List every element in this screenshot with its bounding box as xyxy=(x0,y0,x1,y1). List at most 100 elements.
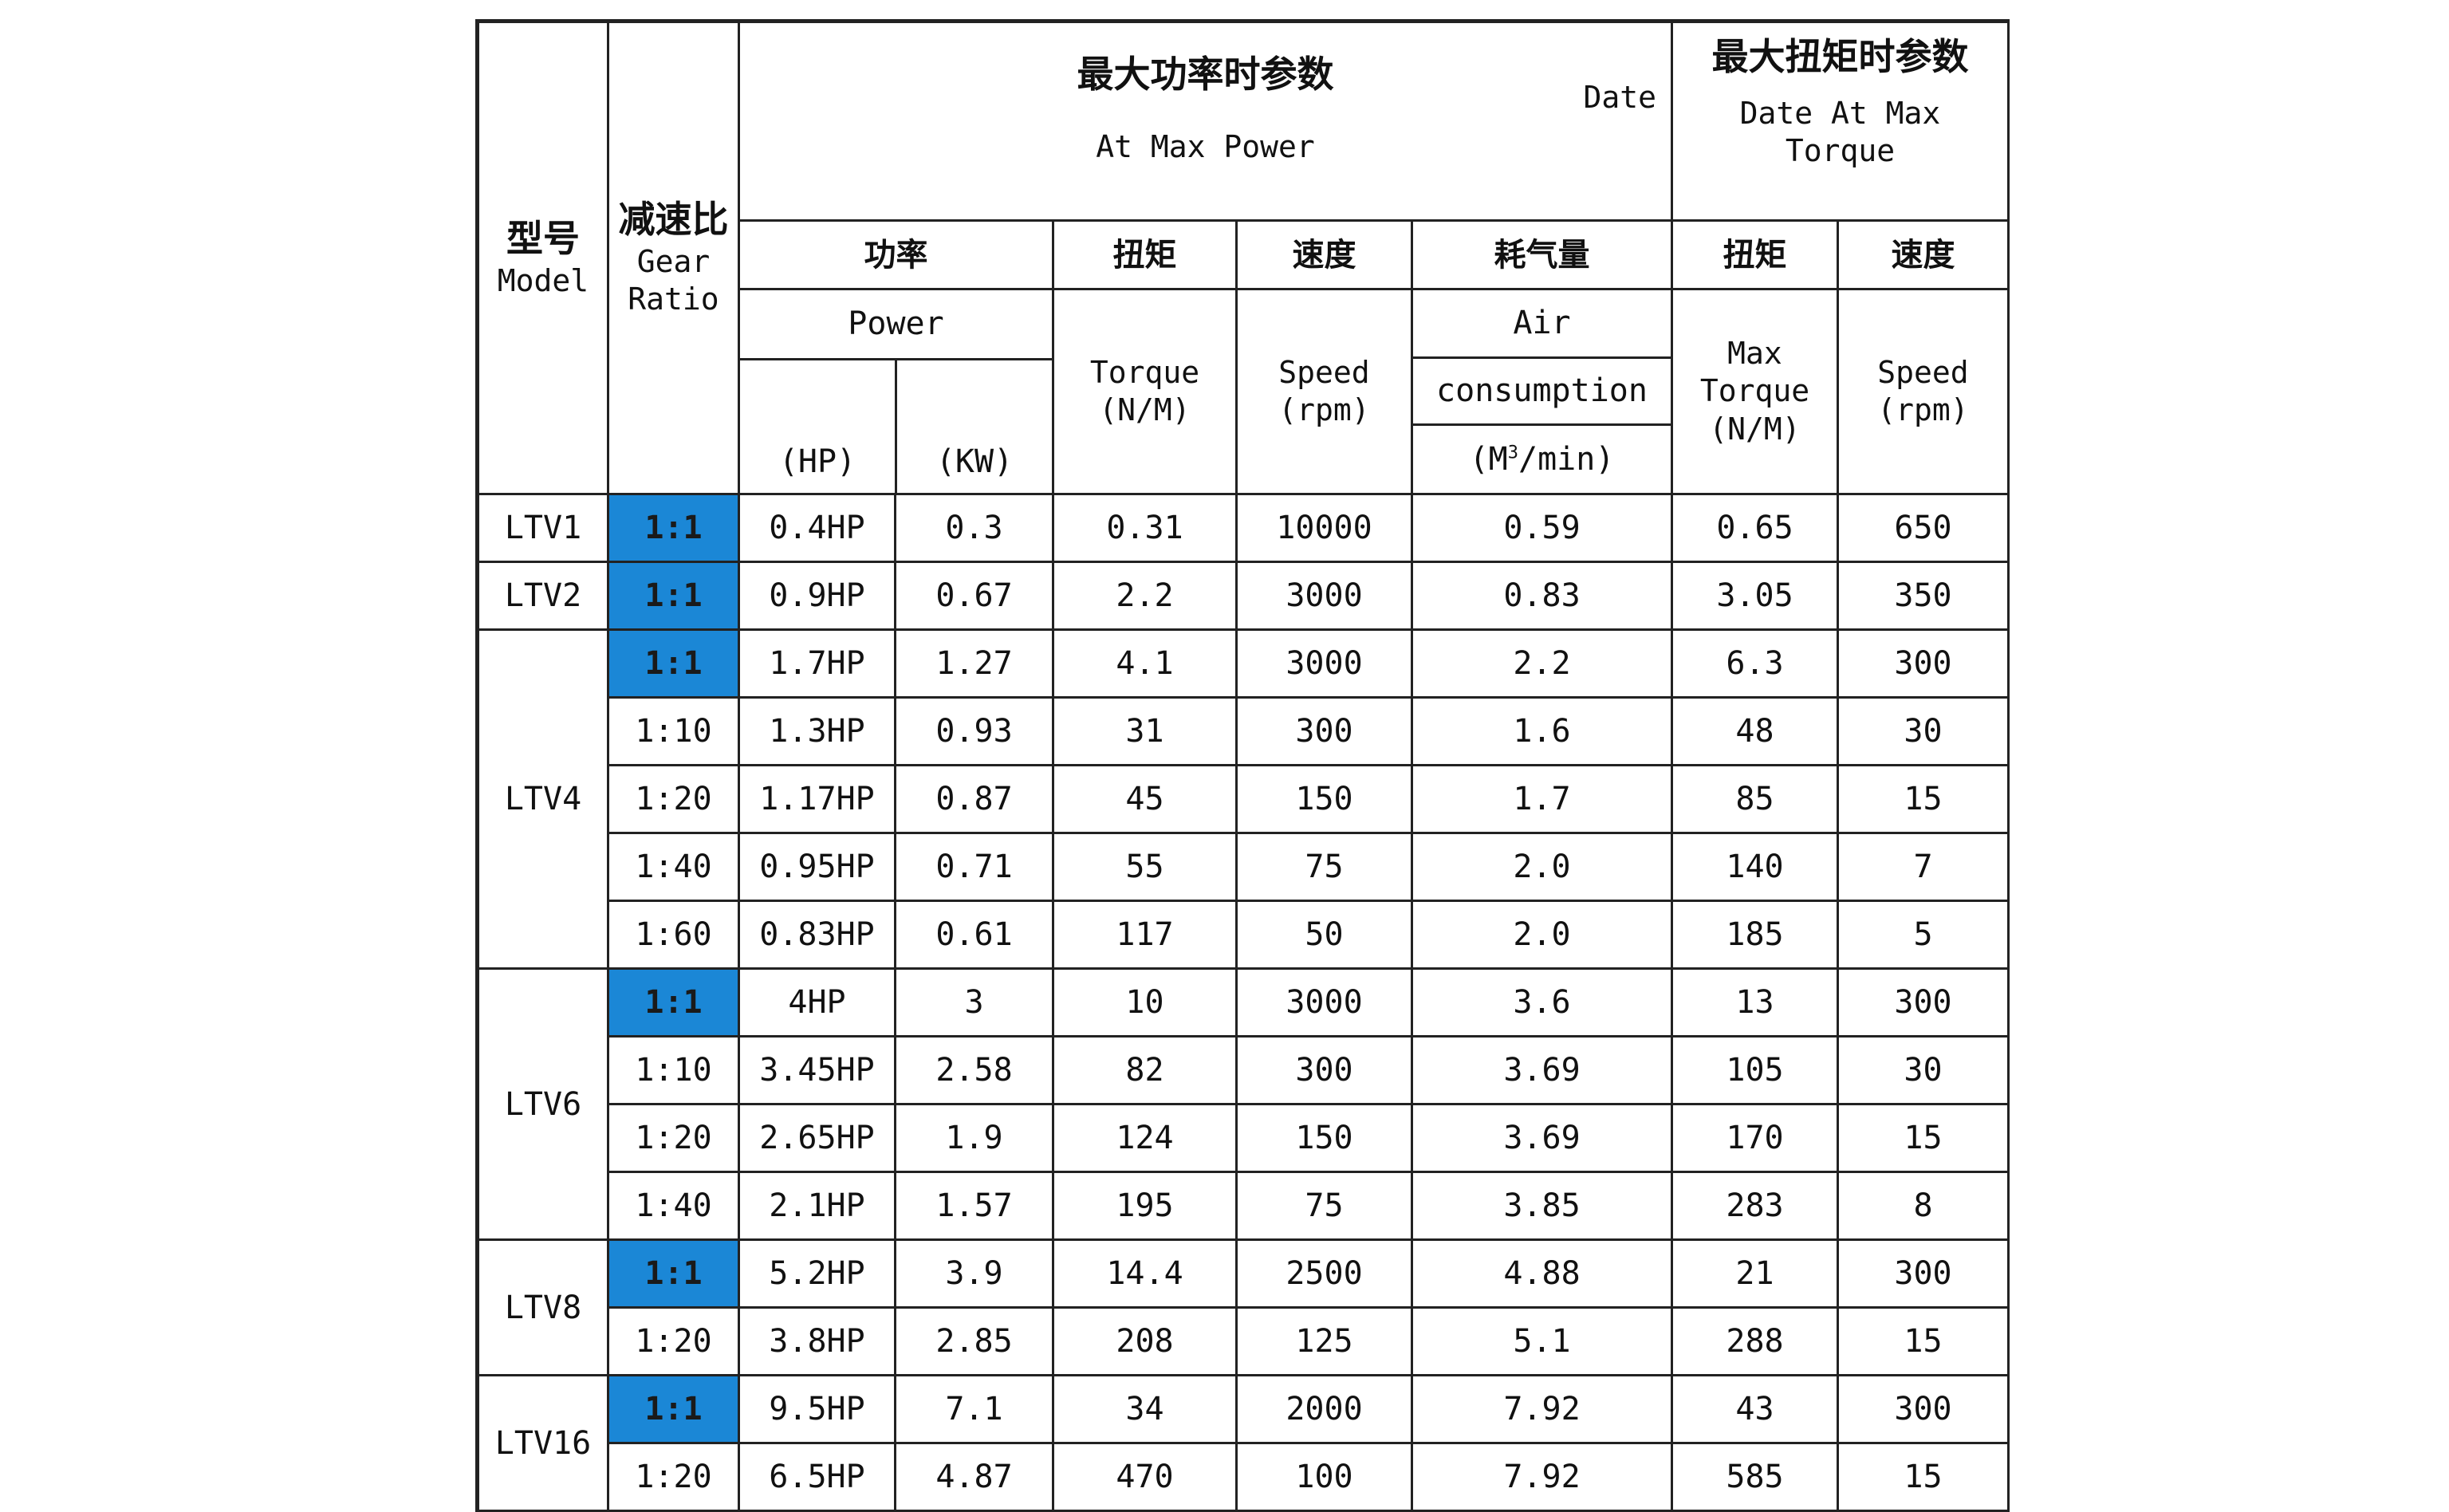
model-cell: LTV4 xyxy=(477,629,609,970)
speed-cell: 2500 xyxy=(1236,1239,1413,1309)
air-cell: 0.59 xyxy=(1412,494,1673,563)
power-kw-cell: 0.87 xyxy=(895,765,1054,834)
power-kw-cell: 3 xyxy=(895,968,1054,1038)
max-speed-cell: 15 xyxy=(1837,1443,2010,1512)
ratio-cell: 1:10 xyxy=(608,697,740,766)
air-cell: 4.88 xyxy=(1412,1239,1673,1309)
speed-cell: 150 xyxy=(1236,1104,1413,1173)
max-torque-cell: 6.3 xyxy=(1671,629,1839,699)
air-unit-pre: (M xyxy=(1469,440,1508,478)
air-header-en-1: Air xyxy=(1413,290,1670,359)
air-header-unit: (M3/min) xyxy=(1413,424,1670,492)
speed-cell: 50 xyxy=(1236,900,1413,970)
max-torque-header-zh: 扭矩 xyxy=(1671,220,1839,290)
speed-cell: 75 xyxy=(1236,1171,1413,1241)
torque-cell: 2.2 xyxy=(1053,561,1238,631)
power-header-en: Power xyxy=(740,290,1051,360)
ratio-cell: 1:40 xyxy=(608,1171,740,1241)
power-kw-cell: 1.57 xyxy=(895,1171,1054,1241)
max-speed-cell: 350 xyxy=(1837,561,2010,631)
max-power-date-label: Date xyxy=(1583,80,1656,115)
table-row: LTV6 1:1 4HP 3 10 3000 3.6 13 300 xyxy=(477,968,2010,1241)
spec-table: 型号 Model 减速比 Gear Ratio 最大功率时参数 Date At … xyxy=(475,19,2010,1512)
ratio-cell: 1:1 xyxy=(608,629,740,699)
max-torque-cell: 283 xyxy=(1671,1171,1839,1241)
ratio-header-zh: 减速比 xyxy=(618,198,729,242)
max-torque-cell: 48 xyxy=(1671,697,1839,766)
header-row-3: Power (HP) (KW) Torque (N/M) Speed (rpm) xyxy=(478,289,2010,495)
max-speed-cell: 15 xyxy=(1837,765,2010,834)
torque-cell: 124 xyxy=(1053,1104,1238,1173)
ratio-cell: 1:60 xyxy=(608,900,740,970)
power-kw-cell: 3.9 xyxy=(895,1239,1054,1309)
power-kw-cell: 0.71 xyxy=(895,833,1054,902)
table-row: 1:40 0.95HP 0.71 55 75 2.0 140 7 xyxy=(478,833,2010,902)
table-row: LTV1 1:1 0.4HP 0.3 0.31 10000 0.59 0.65 650 xyxy=(477,494,2010,563)
torque-cell: 4.1 xyxy=(1053,629,1238,699)
ratio-cell: 1:1 xyxy=(608,561,740,631)
power-hp-cell: 1.3HP xyxy=(738,697,896,766)
power-hp-cell: 3.45HP xyxy=(738,1036,896,1105)
speed-cell: 125 xyxy=(1236,1307,1413,1376)
ratio-cell: 1:1 xyxy=(608,494,740,563)
air-cell: 2.2 xyxy=(1412,629,1673,699)
power-hp-cell: 3.8HP xyxy=(738,1307,896,1376)
max-torque-cell: 105 xyxy=(1671,1036,1839,1105)
ratio-cell: 1:10 xyxy=(608,1036,740,1105)
max-speed-cell: 7 xyxy=(1837,833,2010,902)
max-torque-title-zh: 最大扭矩时参数 xyxy=(1711,35,1969,78)
table-row: 1:60 0.83HP 0.61 117 50 2.0 185 5 xyxy=(478,900,2010,970)
power-hp-cell: 5.2HP xyxy=(738,1239,896,1309)
torque-header-en: Torque xyxy=(1089,354,1200,390)
ratio-header-en-1: Gear xyxy=(636,243,711,279)
power-kw-cell: 2.58 xyxy=(895,1036,1054,1105)
ratio-cell: 1:20 xyxy=(608,765,740,834)
max-speed-cell: 650 xyxy=(1837,494,2010,563)
air-subheader: Air consumption (M3/min) xyxy=(1412,289,1673,495)
power-kw-cell: 1.9 xyxy=(895,1104,1054,1173)
power-hp-cell: 0.4HP xyxy=(738,494,896,563)
air-cell: 3.6 xyxy=(1412,968,1673,1038)
speed-cell: 2000 xyxy=(1236,1375,1413,1444)
model-cell: LTV6 xyxy=(477,968,609,1241)
power-hp-cell: 0.9HP xyxy=(738,561,896,631)
speed-cell: 300 xyxy=(1236,697,1413,766)
torque-header-zh: 扭矩 xyxy=(1053,220,1238,290)
max-speed-cell: 5 xyxy=(1837,900,2010,970)
model-cell: LTV2 xyxy=(477,561,609,631)
table-row: LTV8 1:1 5.2HP 3.9 14.4 2500 4.88 21 300 xyxy=(477,1239,2010,1376)
max-torque-cell: 185 xyxy=(1671,900,1839,970)
speed-cell: 300 xyxy=(1236,1036,1413,1105)
max-speed-cell: 300 xyxy=(1837,1375,2010,1444)
max-speed-header-zh: 速度 xyxy=(1837,220,2010,290)
max-speed-cell: 300 xyxy=(1837,629,2010,699)
torque-cell: 14.4 xyxy=(1053,1239,1238,1309)
table-row: 1:10 1.3HP 0.93 31 300 1.6 48 30 xyxy=(478,697,2010,766)
max-torque-cell: 3.05 xyxy=(1671,561,1839,631)
model-header: 型号 Model xyxy=(477,21,609,495)
max-torque-cell: 0.65 xyxy=(1671,494,1839,563)
table-row: 1:20 3.8HP 2.85 208 125 5.1 288 15 xyxy=(478,1307,2010,1376)
power-kw-cell: 0.3 xyxy=(895,494,1054,563)
torque-cell: 34 xyxy=(1053,1375,1238,1444)
power-kw-cell: 0.61 xyxy=(895,900,1054,970)
air-cell: 1.7 xyxy=(1412,765,1673,834)
ratio-cell: 1:20 xyxy=(608,1307,740,1376)
air-cell: 3.85 xyxy=(1412,1171,1673,1241)
max-torque-cell: 585 xyxy=(1671,1443,1839,1512)
speed-cell: 150 xyxy=(1236,765,1413,834)
max-torque-cell: 140 xyxy=(1671,833,1839,902)
power-kw-cell: 0.67 xyxy=(895,561,1054,631)
ratio-cell: 1:20 xyxy=(608,1104,740,1173)
air-cell: 7.92 xyxy=(1412,1375,1673,1444)
air-cell: 1.6 xyxy=(1412,697,1673,766)
ratio-cell: 1:1 xyxy=(608,968,740,1038)
torque-cell: 10 xyxy=(1053,968,1238,1038)
air-unit-sup: 3 xyxy=(1507,443,1518,463)
model-cell: LTV16 xyxy=(477,1375,609,1512)
max-torque-title-en-1: Date At Max xyxy=(1739,95,1941,131)
power-hp-cell: 2.65HP xyxy=(738,1104,896,1173)
power-hp-cell: 1.7HP xyxy=(738,629,896,699)
speed-cell: 100 xyxy=(1236,1443,1413,1512)
speed-cell: 10000 xyxy=(1236,494,1413,563)
